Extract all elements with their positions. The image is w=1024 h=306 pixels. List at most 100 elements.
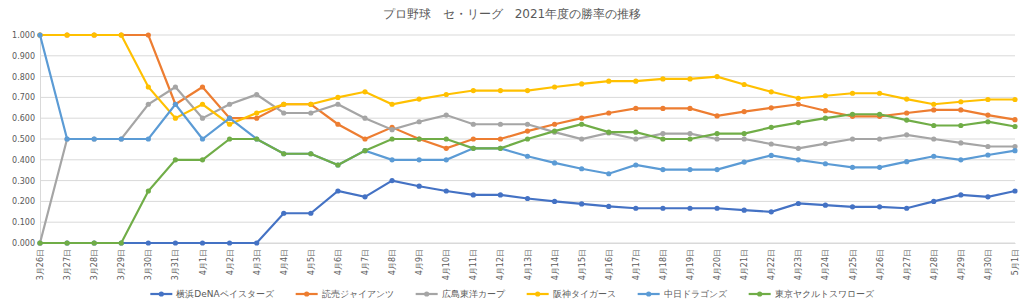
legend-marker	[757, 291, 762, 296]
series-point	[958, 192, 963, 197]
tick: 4月13日	[524, 243, 533, 280]
grid-line	[40, 55, 1015, 56]
legend-item: 読売ジャイアンツ	[296, 289, 394, 299]
series-point	[769, 153, 774, 158]
tick-label: 4月20日	[713, 249, 722, 280]
series-line	[40, 35, 1015, 174]
series-point	[119, 240, 124, 245]
tick: 0.700	[12, 93, 40, 102]
series-point	[417, 157, 422, 162]
tick: 4月23日	[794, 243, 803, 280]
tick: 4月27日	[903, 243, 912, 280]
series-point	[823, 203, 828, 208]
series-point	[227, 240, 232, 245]
series-point	[200, 157, 205, 162]
series-point	[714, 131, 719, 136]
series-point	[64, 32, 69, 37]
tick: 4月19日	[686, 243, 695, 280]
series-point	[362, 194, 367, 199]
series-point	[958, 140, 963, 145]
series-point	[1012, 124, 1017, 129]
tick: 4月4日	[280, 243, 289, 275]
series-point	[633, 130, 638, 135]
series-point	[308, 110, 313, 115]
series-point	[931, 102, 936, 107]
series-point	[335, 95, 340, 100]
tick: 1.000	[12, 31, 40, 40]
tick: 4月9日	[415, 243, 424, 275]
series-point	[37, 240, 42, 245]
tick: 4月26日	[876, 243, 885, 280]
series-point	[417, 136, 422, 141]
tick-label: 0.000	[12, 239, 35, 248]
series-point	[660, 136, 665, 141]
tick-label: 4月12日	[496, 249, 505, 280]
series-point	[850, 165, 855, 170]
series-point	[985, 194, 990, 199]
series-point	[552, 199, 557, 204]
series-point	[1012, 117, 1017, 122]
tick-label: 3月30日	[144, 249, 153, 280]
tick-label: 4月30日	[984, 249, 993, 280]
series-point	[579, 166, 584, 171]
series-point	[579, 81, 584, 86]
series-point	[281, 151, 286, 156]
series-point	[362, 136, 367, 141]
tick: 4月14日	[551, 243, 560, 280]
series-point	[606, 110, 611, 115]
series-point	[308, 151, 313, 156]
series-point	[796, 201, 801, 206]
series-point	[660, 206, 665, 211]
series-point	[146, 136, 151, 141]
series-point	[796, 120, 801, 125]
series	[37, 32, 1017, 151]
series-point	[37, 32, 42, 37]
series-point	[850, 91, 855, 96]
series-point	[335, 162, 340, 167]
tick-label: 4月3日	[253, 249, 262, 275]
tick-label: 0.300	[12, 177, 35, 186]
series-point	[417, 119, 422, 124]
tick-label: 3月27日	[63, 249, 72, 280]
series-point	[525, 122, 530, 127]
legend-item: 阪神タイガース	[527, 289, 616, 299]
tick-label: 0.600	[12, 114, 35, 123]
tick: 4月7日	[361, 243, 370, 275]
series-line	[40, 114, 1015, 243]
series-point	[525, 128, 530, 133]
tick: 3月28日	[90, 243, 99, 280]
series-point	[389, 157, 394, 162]
series-point	[633, 136, 638, 141]
series-point	[687, 206, 692, 211]
tick-label: 4月19日	[686, 249, 695, 280]
legend-marker	[535, 291, 540, 296]
series-point	[119, 240, 124, 245]
series-point	[742, 136, 747, 141]
series-point	[687, 106, 692, 111]
tick: 3月31日	[171, 243, 180, 280]
series-point	[227, 122, 232, 127]
series-point	[633, 106, 638, 111]
legend-marker	[646, 291, 651, 296]
series-point	[606, 171, 611, 176]
series-point	[471, 146, 476, 151]
series-point	[146, 32, 151, 37]
legend-label: 東京ヤクルトスワローズ	[775, 289, 875, 299]
legend-marker	[304, 291, 309, 296]
series-point	[850, 204, 855, 209]
tick: 4月3日	[253, 243, 262, 275]
grid-line	[40, 222, 1015, 223]
tick-label: 3月26日	[36, 249, 45, 280]
tick-label: 0.400	[12, 156, 35, 165]
series-line	[40, 35, 1015, 124]
series-point	[335, 102, 340, 107]
series-point	[714, 113, 719, 118]
tick-label: 4月25日	[849, 249, 858, 280]
series-point	[308, 151, 313, 156]
series-point	[769, 105, 774, 110]
series-point	[417, 136, 422, 141]
tick: 4月10日	[442, 243, 451, 280]
series-point	[227, 136, 232, 141]
tick: 4月16日	[605, 243, 614, 280]
tick-label: 4月6日	[334, 249, 343, 275]
